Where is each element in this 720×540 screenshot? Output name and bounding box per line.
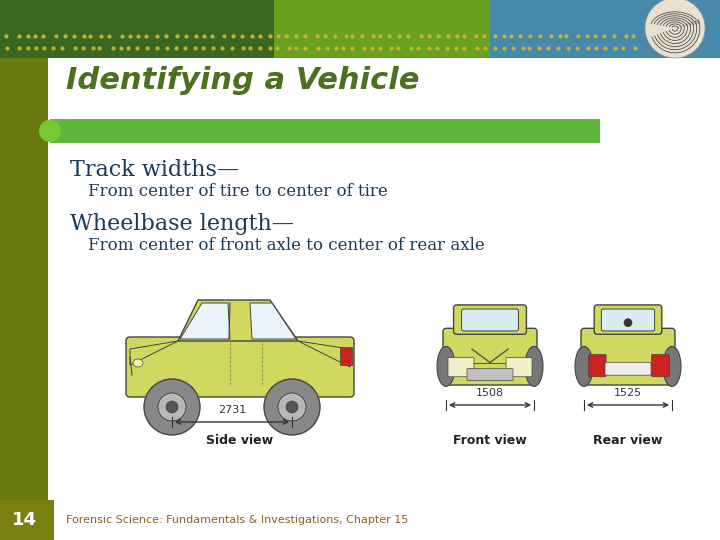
FancyBboxPatch shape	[652, 354, 670, 377]
Circle shape	[624, 319, 632, 327]
FancyBboxPatch shape	[605, 362, 651, 375]
Circle shape	[278, 393, 306, 421]
Ellipse shape	[663, 346, 681, 387]
Circle shape	[264, 379, 320, 435]
Text: Rear view: Rear view	[593, 434, 662, 447]
FancyBboxPatch shape	[594, 305, 662, 334]
Polygon shape	[130, 341, 178, 365]
Circle shape	[166, 401, 178, 413]
Polygon shape	[180, 303, 230, 339]
FancyBboxPatch shape	[467, 368, 513, 381]
Text: 14: 14	[12, 511, 37, 529]
Ellipse shape	[525, 346, 543, 387]
FancyBboxPatch shape	[126, 337, 354, 397]
Bar	[274, 0, 490, 58]
Text: From center of tire to center of tire: From center of tire to center of tire	[88, 184, 388, 200]
Circle shape	[158, 393, 186, 421]
Bar	[0, 58, 48, 540]
Text: Identifying a Vehicle: Identifying a Vehicle	[66, 66, 419, 95]
FancyBboxPatch shape	[581, 328, 675, 385]
Circle shape	[645, 0, 705, 58]
FancyBboxPatch shape	[506, 357, 532, 377]
Text: From center of front axle to center of rear axle: From center of front axle to center of r…	[88, 238, 485, 254]
Bar	[50, 119, 600, 143]
Text: 1508: 1508	[476, 388, 504, 398]
Bar	[0, 500, 54, 540]
Bar	[0, 0, 274, 58]
Text: 2731: 2731	[218, 405, 246, 415]
FancyBboxPatch shape	[454, 305, 526, 334]
Text: Forensic Science: Fundamentals & Investigations, Chapter 15: Forensic Science: Fundamentals & Investi…	[66, 515, 408, 525]
Ellipse shape	[437, 346, 455, 387]
Bar	[340, 347, 352, 365]
FancyBboxPatch shape	[448, 357, 474, 377]
FancyBboxPatch shape	[443, 328, 537, 385]
FancyBboxPatch shape	[462, 309, 518, 331]
Polygon shape	[250, 303, 296, 339]
Polygon shape	[298, 341, 350, 367]
Ellipse shape	[575, 346, 593, 387]
Polygon shape	[178, 300, 298, 341]
FancyBboxPatch shape	[601, 309, 654, 331]
Text: Track widths—: Track widths—	[70, 159, 239, 181]
Text: Front view: Front view	[453, 434, 527, 447]
Text: 1525: 1525	[614, 388, 642, 398]
Text: Wheelbase length—: Wheelbase length—	[70, 213, 294, 235]
Ellipse shape	[133, 359, 143, 367]
Circle shape	[286, 401, 298, 413]
Ellipse shape	[39, 120, 61, 142]
Bar	[490, 0, 720, 58]
Text: Side view: Side view	[207, 434, 274, 447]
Circle shape	[144, 379, 200, 435]
FancyBboxPatch shape	[588, 354, 606, 377]
